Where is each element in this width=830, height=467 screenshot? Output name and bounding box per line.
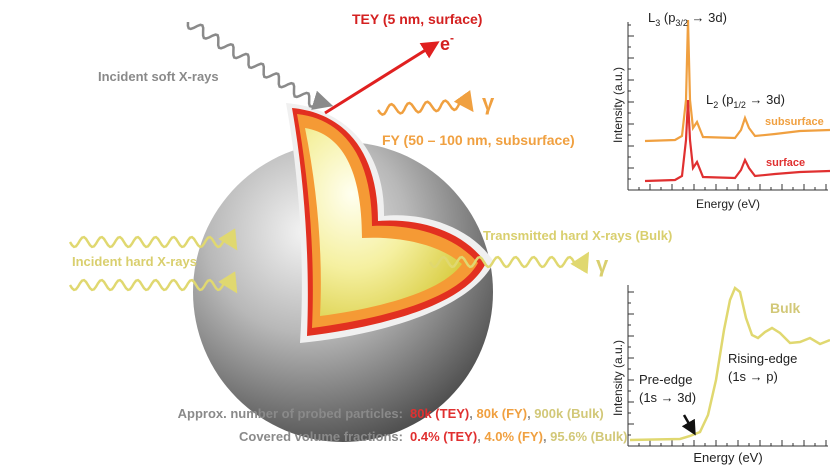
diagram: TEY (5 nm, surface) e- Incident soft X-r… [0, 0, 830, 467]
sub: 1/2 [733, 100, 746, 110]
summary-label: Approx. number of probed particles: [178, 406, 403, 421]
l2-label: L2 (p1/2 → 3d) [706, 92, 785, 110]
bulk-label: Bulk [770, 300, 801, 316]
line: (1s → 3d) [639, 390, 696, 405]
subsurface-label: subsurface [765, 116, 824, 128]
wave-arrow [188, 22, 324, 107]
transmitted-gamma: γ [596, 252, 609, 277]
line: Pre-edge [639, 372, 692, 387]
line: Rising-edge [728, 351, 797, 366]
charge: - [450, 31, 454, 45]
bulk-value: 95.6% (Bulk) [550, 429, 627, 444]
wave-arrow [378, 99, 468, 114]
pre-edge-label: Pre-edge (1s → 3d) [639, 372, 696, 405]
tey-value: 0.4% (TEY) [410, 429, 477, 444]
tey-label: TEY (5 nm, surface) [352, 11, 482, 27]
transmitted-label: Transmitted hard X-rays (Bulk) [483, 228, 672, 243]
summary-values: 80k (TEY), 80k (FY), 900k (Bulk) [410, 406, 604, 421]
text: → 3d) [688, 10, 727, 25]
y-axis-label: Intensity (a.u.) [611, 67, 625, 143]
pre-edge-arrow [684, 415, 692, 429]
tey-value: 80k (TEY) [410, 406, 469, 421]
separator: , [543, 429, 550, 444]
fy-value: 80k (FY) [476, 406, 527, 421]
fy-label: FY (50 – 100 nm, subsurface) [382, 132, 575, 148]
l3-label: L3 (p3/2 → 3d) [648, 10, 727, 28]
l: L [706, 92, 713, 107]
line: (1s → p) [728, 369, 778, 384]
separator: , [477, 429, 484, 444]
fy-gamma: γ [482, 90, 495, 115]
electron-arrow [325, 46, 432, 113]
l: L [648, 10, 655, 25]
incident-soft-label: Incident soft X-rays [98, 69, 219, 84]
text: (p [660, 10, 675, 25]
x-axis-label: Energy (eV) [693, 450, 762, 465]
electron: e [440, 34, 450, 54]
x-axis-label: Energy (eV) [696, 197, 760, 211]
surface-label: surface [766, 157, 805, 169]
fy-value: 4.0% (FY) [484, 429, 543, 444]
separator: , [469, 406, 476, 421]
rising-edge-label: Rising-edge (1s → p) [728, 351, 797, 384]
y-axis-label: Intensity (a.u.) [611, 340, 625, 416]
incident-hard-label: Incident hard X-rays [72, 254, 197, 269]
summary-label: Covered volume fractions: [239, 429, 403, 444]
bulk-value: 900k (Bulk) [534, 406, 603, 421]
text: (p [718, 92, 733, 107]
sub: 3/2 [675, 18, 688, 28]
separator: , [527, 406, 534, 421]
electron-label: e- [440, 31, 454, 54]
text: → 3d) [746, 92, 785, 107]
summary-values: 0.4% (TEY), 4.0% (FY), 95.6% (Bulk) [410, 429, 627, 444]
